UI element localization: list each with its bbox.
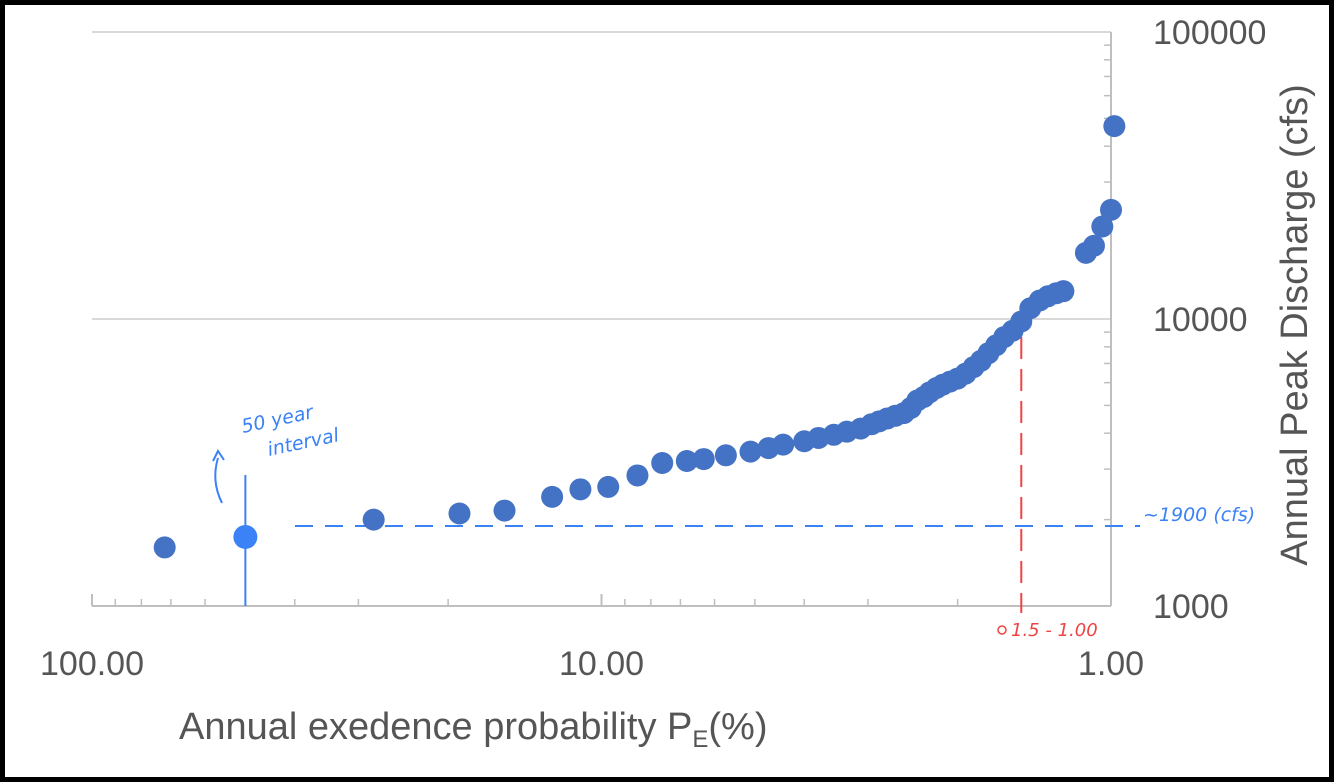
data-point bbox=[1103, 115, 1126, 138]
red-marker-dot bbox=[997, 625, 1007, 635]
x-tick-label: 1.00 bbox=[1078, 645, 1144, 683]
data-point bbox=[739, 440, 762, 463]
data-points bbox=[153, 115, 1126, 559]
y-tick-label: 10000 bbox=[1153, 301, 1248, 339]
data-point bbox=[493, 499, 516, 522]
data-point bbox=[362, 508, 385, 531]
data-point bbox=[1052, 280, 1075, 303]
data-point bbox=[541, 485, 564, 508]
x-tick-label: 100.00 bbox=[40, 645, 144, 683]
x-axis-title-subscript: E bbox=[692, 726, 708, 753]
highlight-point bbox=[233, 524, 258, 549]
data-point bbox=[153, 536, 176, 559]
x-axis-title: Annual exedence probability PE(%) bbox=[179, 706, 767, 753]
x-axis-title-main: Annual exedence probability P bbox=[179, 706, 692, 748]
data-point bbox=[448, 502, 471, 525]
data-point bbox=[692, 448, 715, 471]
data-point bbox=[569, 478, 592, 501]
data-point bbox=[772, 433, 795, 456]
data-point bbox=[1100, 198, 1122, 221]
interval-arrow bbox=[212, 449, 225, 504]
data-point bbox=[675, 450, 698, 473]
chart-frame: ~1900 (cfs) 50 year interval 1.5 - 1.00 100… bbox=[5, 5, 1329, 777]
data-point bbox=[1091, 215, 1114, 238]
y-axis-title: Annual Peak Discharge (cfs) bbox=[1274, 84, 1316, 566]
data-point bbox=[626, 464, 649, 487]
y-tick-label: 100000 bbox=[1153, 14, 1266, 52]
grid-lines bbox=[92, 31, 1111, 320]
data-point bbox=[651, 451, 674, 474]
data-point bbox=[597, 475, 620, 498]
red-marker-label: 1.5 - 1.00 bbox=[1011, 620, 1098, 641]
data-point bbox=[1082, 234, 1105, 257]
y-tick-label: 1000 bbox=[1153, 588, 1229, 626]
discharge-reading-label: ~1900 (cfs) bbox=[1143, 504, 1255, 526]
axes bbox=[91, 32, 1112, 607]
data-point bbox=[714, 444, 737, 467]
x-axis-title-suffix: (%) bbox=[708, 706, 767, 748]
x-tick-label: 10.00 bbox=[559, 645, 644, 683]
